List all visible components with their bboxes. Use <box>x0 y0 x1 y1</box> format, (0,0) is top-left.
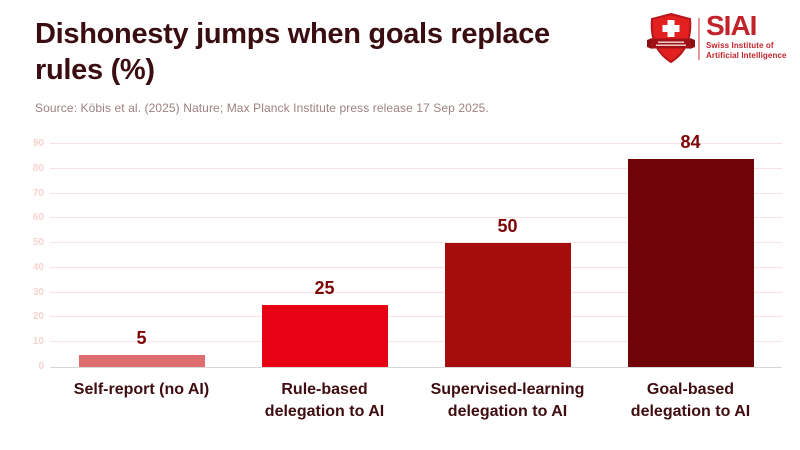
bar-value-label: 84 <box>680 131 701 152</box>
plot-area: 0 10 20 30 40 50 60 70 80 90 5 Self-report (no AI) 2… <box>33 132 782 420</box>
bar-1 <box>78 354 205 367</box>
y-axis-tick-label: 40 <box>32 261 44 273</box>
gridline <box>50 167 782 169</box>
y-axis-tick-label: 90 <box>32 138 44 149</box>
x-axis-baseline <box>50 367 782 368</box>
y-axis-tick-label: 80 <box>32 162 44 174</box>
gridline <box>50 316 782 318</box>
logo-text-block: SIAI Swiss Institute of Artificial Intel… <box>706 11 787 60</box>
siai-logo: SIAI Swiss Institute of Artificial Intel… <box>646 10 796 68</box>
y-axis-tick-label: 30 <box>32 286 44 298</box>
logo-acronym: SIAI <box>706 10 757 41</box>
source-caption: Source: Köbis et al. (2025) Nature; Max … <box>35 101 489 115</box>
category-label-line: delegation to AI <box>630 403 751 420</box>
category-label-line: Self-report (no AI) <box>73 381 210 398</box>
bar-4 <box>627 158 754 367</box>
gridline <box>50 217 782 219</box>
logo-org-line2: Artificial Intelligence <box>706 50 787 60</box>
bar-3 <box>444 243 571 367</box>
chart-title: Dishonesty jumps when goals replace rule… <box>35 18 550 86</box>
y-axis-tick-label: 50 <box>32 237 44 249</box>
category-label-line: Supervised-learning <box>430 381 585 398</box>
y-axis-tick-label: 0 <box>38 361 44 372</box>
logo-divider <box>698 18 700 60</box>
x-axis-category-label: Self-report (no AI) <box>42 379 241 401</box>
gridline <box>50 266 782 268</box>
bar-value-label: 25 <box>314 278 335 299</box>
category-label-line: delegation to AI <box>264 403 385 420</box>
y-axis-tick-label: 20 <box>32 311 44 323</box>
gridline <box>50 291 782 293</box>
y-axis-tick-label: 70 <box>32 187 44 199</box>
y-axis-tick-label: 60 <box>32 212 44 224</box>
swiss-shield-icon <box>647 12 695 64</box>
gridline <box>50 192 782 194</box>
gridline <box>50 341 782 343</box>
gridline <box>50 143 782 144</box>
x-axis-category-label: Rule-based delegation to AI <box>225 379 424 423</box>
category-label-line: delegation to AI <box>447 403 568 420</box>
bar-2 <box>261 305 388 367</box>
bar-value-label: 50 <box>497 216 518 237</box>
gridline <box>50 242 782 244</box>
y-axis-tick-label: 10 <box>32 336 44 348</box>
x-axis-category-label: Supervised-learning delegation to AI <box>408 379 607 423</box>
category-label-line: Goal-based <box>646 381 735 398</box>
x-axis-category-label: Goal-based delegation to AI <box>591 379 790 423</box>
bar-value-label: 5 <box>136 327 147 348</box>
logo-org-line1: Swiss Institute of <box>706 41 774 50</box>
category-label-line: Rule-based <box>281 381 368 398</box>
